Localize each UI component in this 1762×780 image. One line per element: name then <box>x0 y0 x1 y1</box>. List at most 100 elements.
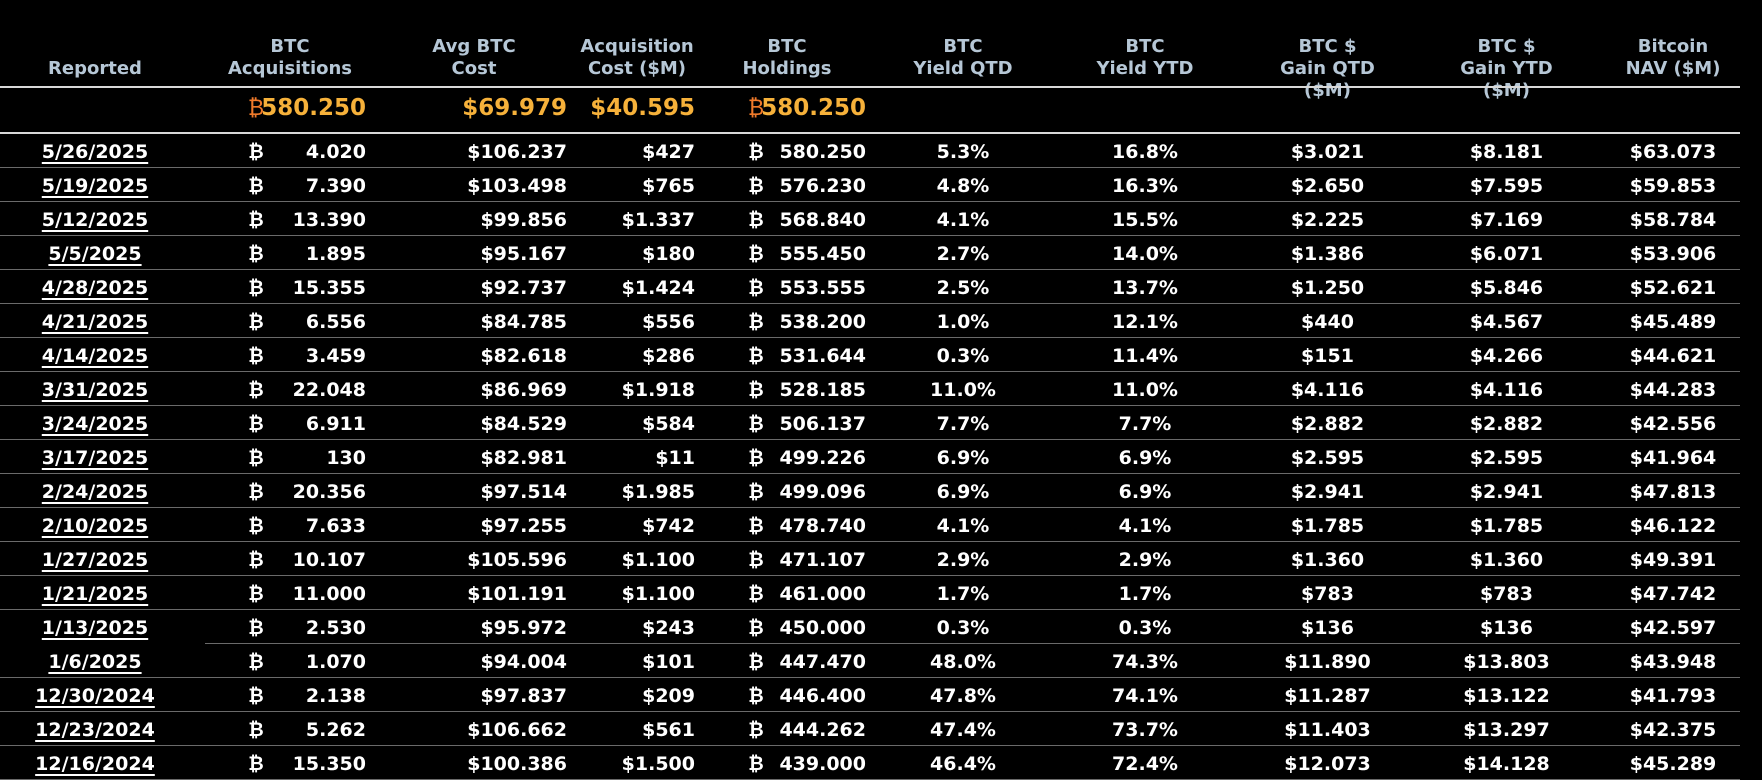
gain-qtd-cell: $2.941 <box>1290 481 1365 503</box>
btc-icon: ₿ <box>248 209 264 231</box>
reported-date-link[interactable]: 2/24/2025 <box>41 481 149 503</box>
holdings-cell: 450.000 <box>779 617 866 639</box>
nav-cell: $63.073 <box>1629 141 1717 163</box>
btc-icon: ₿ <box>247 96 265 121</box>
reported-date-link[interactable]: 5/26/2025 <box>41 141 149 163</box>
yield-qtd-cell: 4.1% <box>936 209 990 231</box>
btc-icon: ₿ <box>248 651 264 673</box>
yield-ytd-cell: 16.8% <box>1112 141 1178 163</box>
gain-ytd-cell: $2.595 <box>1469 447 1544 469</box>
avg-cost-cell: $84.529 <box>480 413 567 435</box>
yield-ytd-cell: 12.1% <box>1112 311 1178 333</box>
header-btc-acquisitions: BTC Acquisitions <box>215 36 365 80</box>
acquisitions-cell: 10.107 <box>292 549 366 571</box>
reported-date-link[interactable]: 2/10/2025 <box>41 515 149 537</box>
btc-icon: ₿ <box>748 141 764 163</box>
header-line: Acquisition <box>580 36 694 57</box>
btc-icon: ₿ <box>248 685 264 707</box>
reported-date-link[interactable]: 3/24/2025 <box>41 413 149 435</box>
gain-ytd-cell: $6.071 <box>1469 243 1544 265</box>
table-row: 2/10/2025 ₿ ₿ 7.633 $97.255 $742 478.740 4.1% 4.… <box>0 508 1740 542</box>
acquisitions-cell: 2.138 <box>305 685 366 707</box>
totals-row: ₿ 580.250 $69.979 $40.595 ₿ 580.250 <box>0 88 1740 132</box>
reported-date-link[interactable]: 12/23/2024 <box>35 719 155 741</box>
holdings-cell: 499.226 <box>779 447 866 469</box>
avg-cost-cell: $92.737 <box>480 277 567 299</box>
table-row: 3/31/2025 ₿ ₿ 22.048 $86.969 $1.918 528.185 11.… <box>0 372 1740 406</box>
gain-ytd-cell: $13.297 <box>1463 719 1550 741</box>
yield-ytd-cell: 14.0% <box>1112 243 1178 265</box>
reported-date-link[interactable]: 12/16/2024 <box>35 753 155 775</box>
btc-icon: ₿ <box>748 583 764 605</box>
btc-icon: ₿ <box>248 583 264 605</box>
reported-date-link[interactable]: 4/28/2025 <box>41 277 149 299</box>
reported-date-link[interactable]: 4/14/2025 <box>41 345 149 367</box>
table-row: 1/13/2025 ₿ ₿ 2.530 $95.972 $243 450.000 0.3% 0.… <box>0 610 1740 644</box>
header-line: Holdings <box>742 58 832 79</box>
nav-cell: $46.122 <box>1629 515 1717 537</box>
table-row: 12/16/2024 ₿ ₿ 15.350 $100.386 $1.500 439.000 4… <box>0 746 1740 780</box>
gain-ytd-cell: $4.567 <box>1469 311 1544 333</box>
row-divider <box>205 643 1740 644</box>
btc-icon: ₿ <box>748 549 764 571</box>
reported-date-link[interactable]: 5/12/2025 <box>41 209 149 231</box>
btc-icon: ₿ <box>748 413 764 435</box>
reported-date-link[interactable]: 1/21/2025 <box>41 583 149 605</box>
acquisitions-cell: 3.459 <box>305 345 366 367</box>
nav-cell: $47.813 <box>1629 481 1717 503</box>
btc-icon: ₿ <box>748 685 764 707</box>
gain-qtd-cell: $1.785 <box>1290 515 1365 537</box>
gain-qtd-cell: $1.360 <box>1290 549 1365 571</box>
table-row: 5/26/2025 ₿ ₿ 4.020 $106.237 $427 580.250 5.3% 1… <box>0 134 1740 168</box>
btc-icon: ₿ <box>248 719 264 741</box>
reported-date-link[interactable]: 3/17/2025 <box>41 447 149 469</box>
header-reported: Reported <box>35 58 155 80</box>
acq-cost-cell: $286 <box>642 345 695 367</box>
reported-date-link[interactable]: 5/5/2025 <box>48 243 142 265</box>
header-line: Yield QTD <box>913 58 1013 79</box>
total-acquisitions: 580.250 <box>261 95 366 121</box>
header-line: BTC $ <box>1477 36 1536 57</box>
holdings-cell: 461.000 <box>779 583 866 605</box>
row-divider <box>0 167 1740 168</box>
nav-cell: $41.793 <box>1629 685 1717 707</box>
reported-date-link[interactable]: 1/6/2025 <box>48 651 142 673</box>
avg-cost-cell: $82.981 <box>480 447 567 469</box>
acq-cost-cell: $556 <box>642 311 695 333</box>
row-divider <box>0 541 1740 542</box>
yield-qtd-cell: 6.9% <box>936 481 990 503</box>
btc-icon: ₿ <box>248 447 264 469</box>
row-divider <box>0 473 1740 474</box>
table-row: 5/19/2025 ₿ ₿ 7.390 $103.498 $765 576.230 4.8% 1… <box>0 168 1740 202</box>
header-acquisition-cost: Acquisition Cost ($M) <box>567 36 707 80</box>
btc-icon: ₿ <box>248 617 264 639</box>
avg-cost-cell: $99.856 <box>480 209 567 231</box>
header-btc-gain-ytd: BTC $ Gain YTD ($M) <box>1434 36 1579 102</box>
holdings-cell: 568.840 <box>779 209 866 231</box>
total-holdings: 580.250 <box>761 95 866 121</box>
reported-date-link[interactable]: 5/19/2025 <box>41 175 149 197</box>
row-divider <box>0 371 1740 372</box>
avg-cost-cell: $84.785 <box>480 311 567 333</box>
reported-date-link[interactable]: 3/31/2025 <box>41 379 149 401</box>
acquisitions-cell: 130 <box>326 447 366 469</box>
btc-icon: ₿ <box>248 175 264 197</box>
btc-icon: ₿ <box>747 96 765 121</box>
avg-cost-cell: $97.514 <box>480 481 567 503</box>
gain-qtd-cell: $136 <box>1301 617 1354 639</box>
reported-date-link[interactable]: 1/27/2025 <box>41 549 149 571</box>
header-btc-yield-qtd: BTC Yield QTD <box>903 36 1023 80</box>
holdings-cell: 478.740 <box>779 515 866 537</box>
table-row: 3/24/2025 ₿ ₿ 6.911 $84.529 $584 506.137 7.7% 7.… <box>0 406 1740 440</box>
btc-icon: ₿ <box>248 243 264 265</box>
avg-cost-cell: $94.004 <box>480 651 567 673</box>
yield-qtd-cell: 5.3% <box>936 141 990 163</box>
btc-icon: ₿ <box>248 141 264 163</box>
reported-date-link[interactable]: 4/21/2025 <box>41 311 149 333</box>
yield-qtd-cell: 6.9% <box>936 447 990 469</box>
reported-date-link[interactable]: 12/30/2024 <box>35 685 155 707</box>
row-divider <box>0 745 1740 746</box>
gain-ytd-cell: $1.360 <box>1469 549 1544 571</box>
reported-date-link[interactable]: 1/13/2025 <box>41 617 149 639</box>
yield-qtd-cell: 7.7% <box>936 413 990 435</box>
